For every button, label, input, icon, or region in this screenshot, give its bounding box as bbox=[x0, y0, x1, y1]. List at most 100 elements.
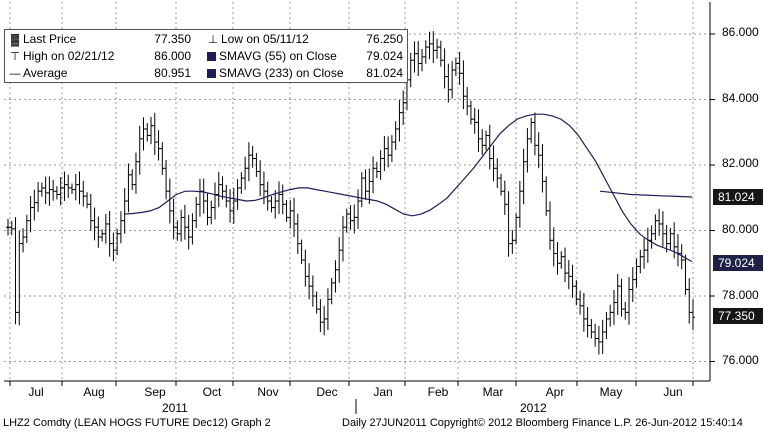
price-bar bbox=[510, 229, 515, 254]
price-bar bbox=[412, 41, 417, 73]
price-bar bbox=[100, 229, 105, 242]
price-bar bbox=[453, 57, 458, 76]
y-tick-label: 82.000 bbox=[722, 156, 759, 170]
price-bar bbox=[578, 290, 583, 315]
price-bar bbox=[551, 227, 556, 267]
legend-sma233: SMAVG (233) on Close bbox=[207, 65, 344, 82]
price-bar bbox=[280, 184, 285, 215]
price-bar bbox=[115, 228, 120, 256]
price-bar bbox=[292, 197, 297, 238]
price-bar bbox=[521, 148, 526, 205]
price-bar bbox=[152, 112, 157, 155]
price-bar bbox=[502, 180, 507, 215]
last-price-badge: 77.350 bbox=[713, 308, 763, 324]
price-bar bbox=[333, 260, 338, 293]
price-bar bbox=[529, 117, 534, 144]
price-bar bbox=[446, 63, 451, 103]
price-bar bbox=[675, 233, 680, 267]
y-tick-label: 80.000 bbox=[722, 222, 759, 236]
price-bar bbox=[160, 142, 165, 175]
price-bar bbox=[408, 52, 413, 88]
ohlc-bar-icon: ▓ bbox=[10, 34, 20, 46]
x-month-label: Jul bbox=[28, 385, 44, 399]
price-bar bbox=[322, 305, 327, 336]
price-bar bbox=[194, 196, 199, 229]
price-bar bbox=[284, 199, 289, 222]
price-bar bbox=[563, 247, 568, 283]
legend-last-price-value: 77.350 bbox=[154, 32, 191, 46]
footer-copyright: Daily 27JUN2011 Copyright© 2012 Bloomber… bbox=[342, 417, 743, 429]
price-bar bbox=[544, 176, 549, 216]
x-month-label: May bbox=[599, 385, 623, 399]
price-bar bbox=[687, 278, 692, 324]
price-bar bbox=[39, 182, 44, 197]
price-bar bbox=[420, 49, 425, 72]
price-bar bbox=[141, 117, 146, 151]
x-month-label: Apr bbox=[545, 385, 565, 399]
price-bar bbox=[111, 232, 116, 262]
price-bar bbox=[118, 211, 123, 244]
price-bar bbox=[691, 299, 695, 331]
x-month-label: Nov bbox=[257, 385, 279, 399]
price-bar bbox=[348, 205, 353, 230]
price-bar bbox=[43, 176, 48, 205]
price-bar bbox=[664, 224, 669, 253]
legend-average-value: 80.951 bbox=[154, 66, 191, 80]
y-tick-label: 84.000 bbox=[722, 91, 759, 105]
footer-ticker: LHZ2 Comdty (LEAN HOGS FUTURE Dec12) Gra… bbox=[3, 417, 271, 429]
price-bar bbox=[295, 213, 300, 254]
legend-sma55: SMAVG (55) on Close bbox=[207, 48, 337, 65]
x-month-label: Dec bbox=[316, 385, 338, 399]
price-bar bbox=[197, 178, 202, 217]
price-bar bbox=[570, 264, 575, 298]
axis-ticks bbox=[9, 33, 715, 386]
x-month-label: Jun bbox=[663, 385, 683, 399]
price-bar bbox=[201, 178, 206, 214]
legend-row-3: ― Average 80.951 SMAVG (233) on Close 81.… bbox=[5, 65, 407, 82]
price-bar bbox=[559, 251, 564, 269]
price-bar bbox=[133, 152, 138, 194]
price-bar bbox=[461, 60, 466, 110]
sma55-line bbox=[123, 113, 693, 263]
price-bar bbox=[186, 214, 191, 250]
price-bar bbox=[77, 171, 82, 205]
price-bar bbox=[540, 144, 545, 193]
price-bar bbox=[28, 195, 33, 233]
legend: ▓ Last Price 77.350 ⊥ Low on 05/11/12 76.2… bbox=[4, 29, 408, 83]
price-bar bbox=[24, 214, 29, 243]
price-bar bbox=[340, 215, 345, 262]
price-bar bbox=[668, 227, 673, 250]
price-bar bbox=[36, 182, 41, 212]
price-bar bbox=[363, 169, 368, 200]
x-month-label: Sep bbox=[144, 385, 166, 399]
legend-last-price: ▓ Last Price bbox=[9, 31, 76, 49]
price-bar bbox=[645, 227, 650, 263]
high-marker-icon: ⊤ bbox=[10, 51, 20, 63]
price-bar bbox=[401, 90, 406, 125]
price-bar bbox=[239, 172, 244, 194]
price-bar bbox=[175, 220, 180, 241]
price-bar bbox=[352, 204, 357, 234]
legend-sma233-value: 81.024 bbox=[366, 66, 403, 80]
price-bar bbox=[156, 130, 161, 161]
price-bar bbox=[51, 179, 56, 201]
price-bar bbox=[9, 220, 14, 236]
price-bar bbox=[307, 263, 312, 300]
price-bar bbox=[269, 196, 274, 213]
price-bar bbox=[149, 117, 154, 145]
price-bar bbox=[623, 301, 628, 320]
price-bar bbox=[325, 288, 330, 330]
price-bar bbox=[254, 153, 259, 177]
price-bar bbox=[438, 40, 443, 67]
price-bar bbox=[468, 100, 473, 125]
price-bar bbox=[179, 209, 184, 242]
price-bar bbox=[476, 109, 481, 152]
price-bar bbox=[137, 125, 142, 175]
price-bar bbox=[167, 178, 172, 224]
price-bar bbox=[261, 171, 266, 205]
price-bar bbox=[235, 179, 240, 210]
price-bar bbox=[431, 31, 436, 64]
sma233-value-badge: 81.024 bbox=[713, 189, 763, 205]
price-bar bbox=[596, 325, 601, 355]
